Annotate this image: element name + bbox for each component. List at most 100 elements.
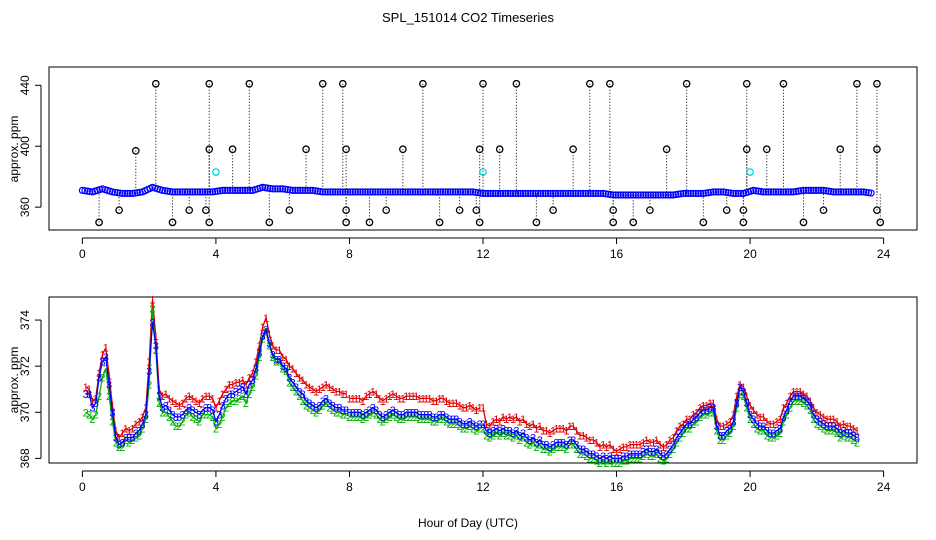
series-1-point-label: 1 [547, 428, 553, 440]
baseline-point [602, 190, 610, 198]
series-2-point-label: 2 [400, 414, 406, 426]
spike-point [836, 145, 845, 154]
baseline-point [714, 188, 722, 196]
series-3-point-label: 3 [851, 430, 857, 442]
series-1-point-label: 1 [133, 419, 139, 431]
series-3-line [349, 406, 481, 427]
baseline-point [569, 189, 577, 198]
top-y-tick-label: 400 [18, 136, 32, 156]
spike-point [853, 79, 861, 88]
series-2-point-label: 2 [106, 391, 112, 403]
bottom-x-tick-label: 24 [877, 480, 891, 494]
flagged-point [212, 168, 220, 176]
series-1-point-label: 1 [330, 384, 336, 396]
series-1-point-label: 1 [600, 440, 606, 452]
series-1-point-label: 1 [483, 419, 489, 431]
series-1-point-label: 1 [250, 368, 256, 380]
baseline-point [173, 188, 182, 196]
series-3-point-label: 3 [196, 410, 202, 422]
series-3-point-label: 3 [861, 0, 867, 3]
baseline-point [847, 188, 855, 196]
series-3-point-label: 3 [366, 405, 372, 417]
baseline-point [809, 186, 818, 194]
baseline-point [789, 188, 798, 196]
series-3-point-label: 3 [447, 414, 453, 426]
series-3-point-label: 3 [714, 421, 720, 433]
series-3-point-label: 3 [677, 428, 683, 440]
series-1-point-label: 1 [163, 389, 169, 401]
series-2-point-label: 2 [597, 458, 603, 470]
series-3-point-label: 3 [393, 407, 399, 419]
series-1-point-label: 1 [109, 400, 115, 412]
series-3-point-label: 3 [363, 407, 369, 419]
series-3-point-label: 3 [300, 389, 306, 401]
baseline-point [559, 189, 567, 198]
series-1-point-label: 1 [383, 393, 389, 405]
series-1-point-label: 1 [707, 398, 713, 410]
series-3-point-label: 3 [263, 324, 269, 336]
baseline-point [629, 191, 637, 199]
series-3-point-label: 3 [684, 419, 690, 431]
baseline-point [704, 189, 712, 197]
series-2-point-label: 2 [146, 380, 152, 392]
series-1-point-label: 1 [861, 0, 867, 3]
baseline-point [399, 188, 407, 196]
series-1-point-label: 1 [603, 442, 609, 454]
baseline-point [639, 191, 647, 199]
series-2-point-label: 2 [747, 414, 753, 426]
series-1-point-label: 1 [533, 423, 539, 435]
baseline-point [734, 189, 742, 198]
baseline-point [336, 188, 344, 196]
series-3-point-label: 3 [600, 451, 606, 463]
series-1-point-label: 1 [353, 393, 359, 405]
series-3-point-label: 3 [560, 437, 566, 449]
series-3-point-label: 3 [373, 405, 379, 417]
series-2-point-label: 2 [580, 449, 586, 461]
series-2-point-label: 2 [583, 451, 589, 463]
baseline-point [852, 188, 860, 196]
baseline-point [304, 186, 312, 194]
spike-point [342, 206, 350, 215]
series-3-point-label: 3 [370, 403, 376, 415]
series-3-point-label: 3 [483, 426, 489, 438]
baseline-point [752, 187, 760, 195]
series-3-point-label: 3 [266, 338, 272, 350]
series-3-point-label: 3 [547, 442, 553, 454]
series-2-point-label: 2 [600, 456, 606, 468]
series-1-point-label: 1 [817, 410, 823, 422]
series-2-point-label: 2 [230, 396, 236, 408]
series-3-point-label: 3 [543, 440, 549, 452]
series-2-point-label: 2 [837, 433, 843, 445]
baseline-point [782, 188, 790, 196]
baseline-point [859, 188, 868, 196]
baseline-point [647, 191, 655, 199]
spike-point [302, 145, 310, 154]
series-2-point-label: 2 [243, 398, 249, 410]
series-1-point-label: 1 [644, 435, 650, 447]
series-2-point-label: 2 [871, 0, 877, 3]
series-2-point-label: 2 [393, 412, 399, 424]
baseline-point [279, 185, 287, 193]
series-3-point-label: 3 [96, 373, 102, 385]
series-2-point-label: 2 [670, 444, 676, 456]
series-3-point-label: 3 [664, 449, 670, 461]
baseline-point [183, 188, 192, 196]
series-1-point-label: 1 [754, 410, 760, 422]
series-3-point-label: 3 [847, 428, 853, 440]
series-1-point-label: 1 [366, 389, 372, 401]
series-1-point-label: 1 [306, 382, 312, 394]
spike-point [342, 218, 350, 227]
top-y-tick-label: 440 [18, 75, 32, 95]
series-2-point-label: 2 [109, 417, 115, 429]
baseline-point [349, 188, 357, 196]
baseline-point [687, 189, 695, 198]
spike-point [115, 206, 123, 215]
series-1-point-label: 1 [159, 391, 165, 403]
series-1-point-label: 1 [460, 403, 466, 415]
baseline-point [594, 189, 602, 198]
series-2-point-label: 2 [119, 442, 125, 454]
series-2-line [85, 308, 347, 448]
series-1-point-label: 1 [116, 433, 122, 445]
series-3-point-label: 3 [380, 412, 386, 424]
series-1-point-label: 1 [410, 391, 416, 403]
